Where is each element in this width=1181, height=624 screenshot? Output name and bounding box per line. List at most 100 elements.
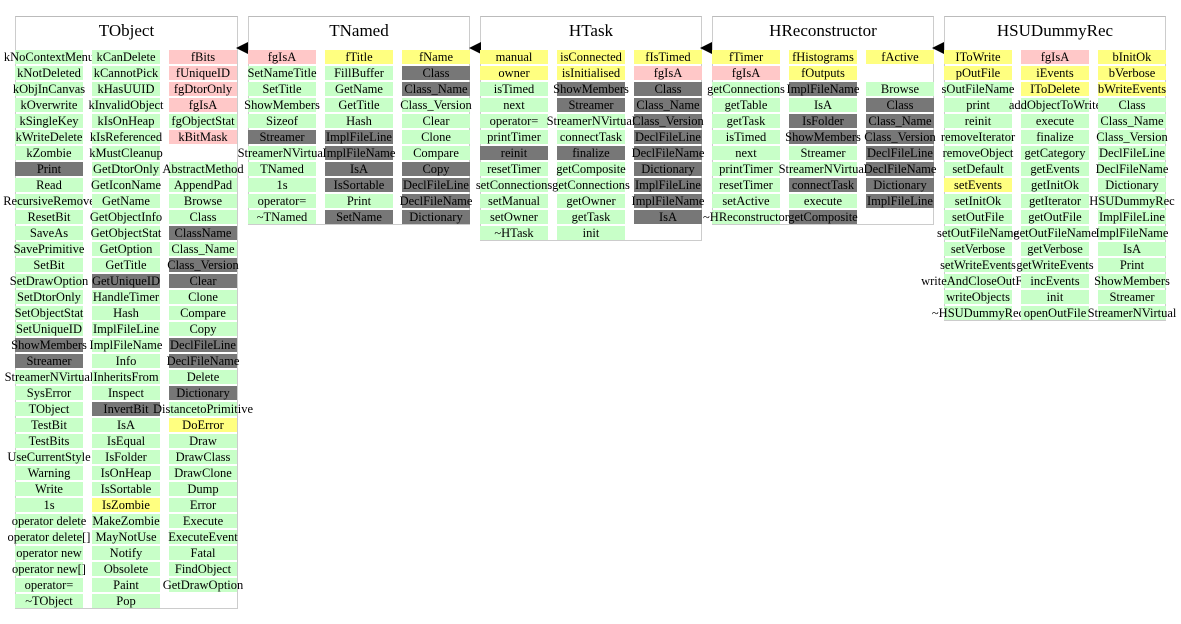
member-cell[interactable]: Class_Version xyxy=(632,114,704,128)
member-cell[interactable]: Clone xyxy=(402,130,470,144)
member-cell[interactable]: SetObjectStat xyxy=(15,306,83,320)
member-cell[interactable]: Fatal xyxy=(169,546,237,560)
member-cell[interactable]: connectTask xyxy=(789,178,857,192)
member-cell[interactable]: getTable xyxy=(712,98,780,112)
member-cell[interactable]: setDefault xyxy=(944,162,1012,176)
member-cell[interactable]: ShowMembers xyxy=(1094,274,1170,288)
member-cell[interactable]: StreamerNVirtual xyxy=(1088,306,1176,320)
member-cell[interactable]: Draw xyxy=(169,434,237,448)
member-cell[interactable]: Streamer xyxy=(15,354,83,368)
member-cell[interactable]: removeObject xyxy=(943,146,1013,160)
member-cell[interactable]: kZombie xyxy=(15,146,83,160)
member-cell[interactable]: ImplFileLine xyxy=(325,130,393,144)
member-cell[interactable]: TNamed xyxy=(248,162,316,176)
member-cell[interactable]: Browse xyxy=(866,82,934,96)
member-cell[interactable]: Class xyxy=(169,210,237,224)
member-cell[interactable]: kNotDeleted xyxy=(15,66,83,80)
member-cell[interactable]: Class_Name xyxy=(866,114,934,128)
member-cell[interactable]: fTitle xyxy=(325,50,393,64)
member-cell[interactable]: Streamer xyxy=(1098,290,1166,304)
member-cell[interactable]: SetUniqueID xyxy=(15,322,83,336)
member-cell[interactable]: AbstractMethod xyxy=(162,162,244,176)
member-cell[interactable]: Class xyxy=(634,82,702,96)
member-cell[interactable]: isInitialised xyxy=(557,66,625,80)
member-cell[interactable]: print xyxy=(944,98,1012,112)
member-cell[interactable]: Class_Version xyxy=(400,98,472,112)
member-cell[interactable]: InheritsFrom xyxy=(92,370,160,384)
member-cell[interactable]: init xyxy=(1021,290,1089,304)
member-cell[interactable]: resetTimer xyxy=(712,178,780,192)
member-cell[interactable]: SetDtorOnly xyxy=(15,290,83,304)
member-cell[interactable]: Class_Version xyxy=(1096,130,1168,144)
member-cell[interactable]: getInitOk xyxy=(1021,178,1089,192)
member-cell[interactable]: Streamer xyxy=(248,130,316,144)
member-cell[interactable]: Compare xyxy=(402,146,470,160)
member-cell[interactable]: ImplFileName xyxy=(323,146,395,160)
member-cell[interactable]: setEvents xyxy=(944,178,1012,192)
member-cell[interactable]: Class xyxy=(402,66,470,80)
member-cell[interactable]: operator= xyxy=(15,578,83,592)
member-cell[interactable]: IsSortable xyxy=(92,482,160,496)
member-cell[interactable]: resetTimer xyxy=(480,162,548,176)
member-cell[interactable]: DrawClone xyxy=(169,466,237,480)
member-cell[interactable]: Class_Name xyxy=(402,82,470,96)
member-cell[interactable]: getEvents xyxy=(1021,162,1089,176)
member-cell[interactable]: Dump xyxy=(169,482,237,496)
member-cell[interactable]: kIsOnHeap xyxy=(92,114,160,128)
member-cell[interactable]: MayNotUse xyxy=(92,530,160,544)
member-cell[interactable]: openOutFile xyxy=(1021,306,1089,320)
member-cell[interactable]: ShowMembers xyxy=(785,130,861,144)
member-cell[interactable]: printTimer xyxy=(712,162,780,176)
member-cell[interactable]: StreamerNVirtual xyxy=(547,114,635,128)
member-cell[interactable]: Print xyxy=(1098,258,1166,272)
member-cell[interactable]: setConnections xyxy=(476,178,552,192)
member-cell[interactable]: Print xyxy=(15,162,83,176)
member-cell[interactable]: finalize xyxy=(1021,130,1089,144)
member-cell[interactable]: HandleTimer xyxy=(92,290,160,304)
member-cell[interactable]: ImplFileLine xyxy=(866,194,934,208)
member-cell[interactable]: ImplFileName xyxy=(632,194,704,208)
member-cell[interactable]: SetBit xyxy=(15,258,83,272)
member-cell[interactable]: DeclFileName xyxy=(632,146,704,160)
member-cell[interactable]: Compare xyxy=(169,306,237,320)
member-cell[interactable]: operator delete xyxy=(12,514,86,528)
member-cell[interactable]: GetObjectInfo xyxy=(90,210,162,224)
member-cell[interactable]: fgIsA xyxy=(248,50,316,64)
member-cell[interactable]: ImplFileLine xyxy=(634,178,702,192)
member-cell[interactable]: fName xyxy=(402,50,470,64)
member-cell[interactable]: DoError xyxy=(169,418,237,432)
member-cell[interactable]: Dictionary xyxy=(634,162,702,176)
member-cell[interactable]: getIterator xyxy=(1021,194,1089,208)
member-cell[interactable]: IsOnHeap xyxy=(92,466,160,480)
member-cell[interactable]: Class_Name xyxy=(634,98,702,112)
member-cell[interactable]: writeObjects xyxy=(944,290,1012,304)
member-cell[interactable]: InvertBit xyxy=(92,402,160,416)
member-cell[interactable]: operator delete[] xyxy=(8,530,90,544)
member-cell[interactable]: pOutFile xyxy=(944,66,1012,80)
member-cell[interactable]: fTimer xyxy=(712,50,780,64)
member-cell[interactable]: FindObject xyxy=(169,562,237,576)
member-cell[interactable]: ResetBit xyxy=(15,210,83,224)
member-cell[interactable]: ShowMembers xyxy=(244,98,320,112)
member-cell[interactable]: Class_Version xyxy=(864,130,936,144)
member-cell[interactable]: 1s xyxy=(248,178,316,192)
member-cell[interactable]: SavePrimitive xyxy=(14,242,84,256)
member-cell[interactable]: getOutFile xyxy=(1021,210,1089,224)
member-cell[interactable]: Streamer xyxy=(557,98,625,112)
member-cell[interactable]: GetName xyxy=(92,194,160,208)
member-cell[interactable]: Warning xyxy=(15,466,83,480)
member-cell[interactable]: MakeZombie xyxy=(92,514,160,528)
member-cell[interactable]: IToWrite xyxy=(944,50,1012,64)
member-cell[interactable]: setOwner xyxy=(480,210,548,224)
member-cell[interactable]: HSUDummyRec xyxy=(1089,194,1175,208)
member-cell[interactable]: fgIsA xyxy=(634,66,702,80)
member-cell[interactable]: fBits xyxy=(169,50,237,64)
member-cell[interactable]: setActive xyxy=(712,194,780,208)
member-cell[interactable]: incEvents xyxy=(1021,274,1089,288)
member-cell[interactable]: IsA xyxy=(325,162,393,176)
member-cell[interactable]: Print xyxy=(325,194,393,208)
member-cell[interactable]: ImplFileName xyxy=(90,338,162,352)
member-cell[interactable]: Read xyxy=(15,178,83,192)
member-cell[interactable]: ExecuteEvent xyxy=(168,530,238,544)
member-cell[interactable]: init xyxy=(557,226,625,240)
